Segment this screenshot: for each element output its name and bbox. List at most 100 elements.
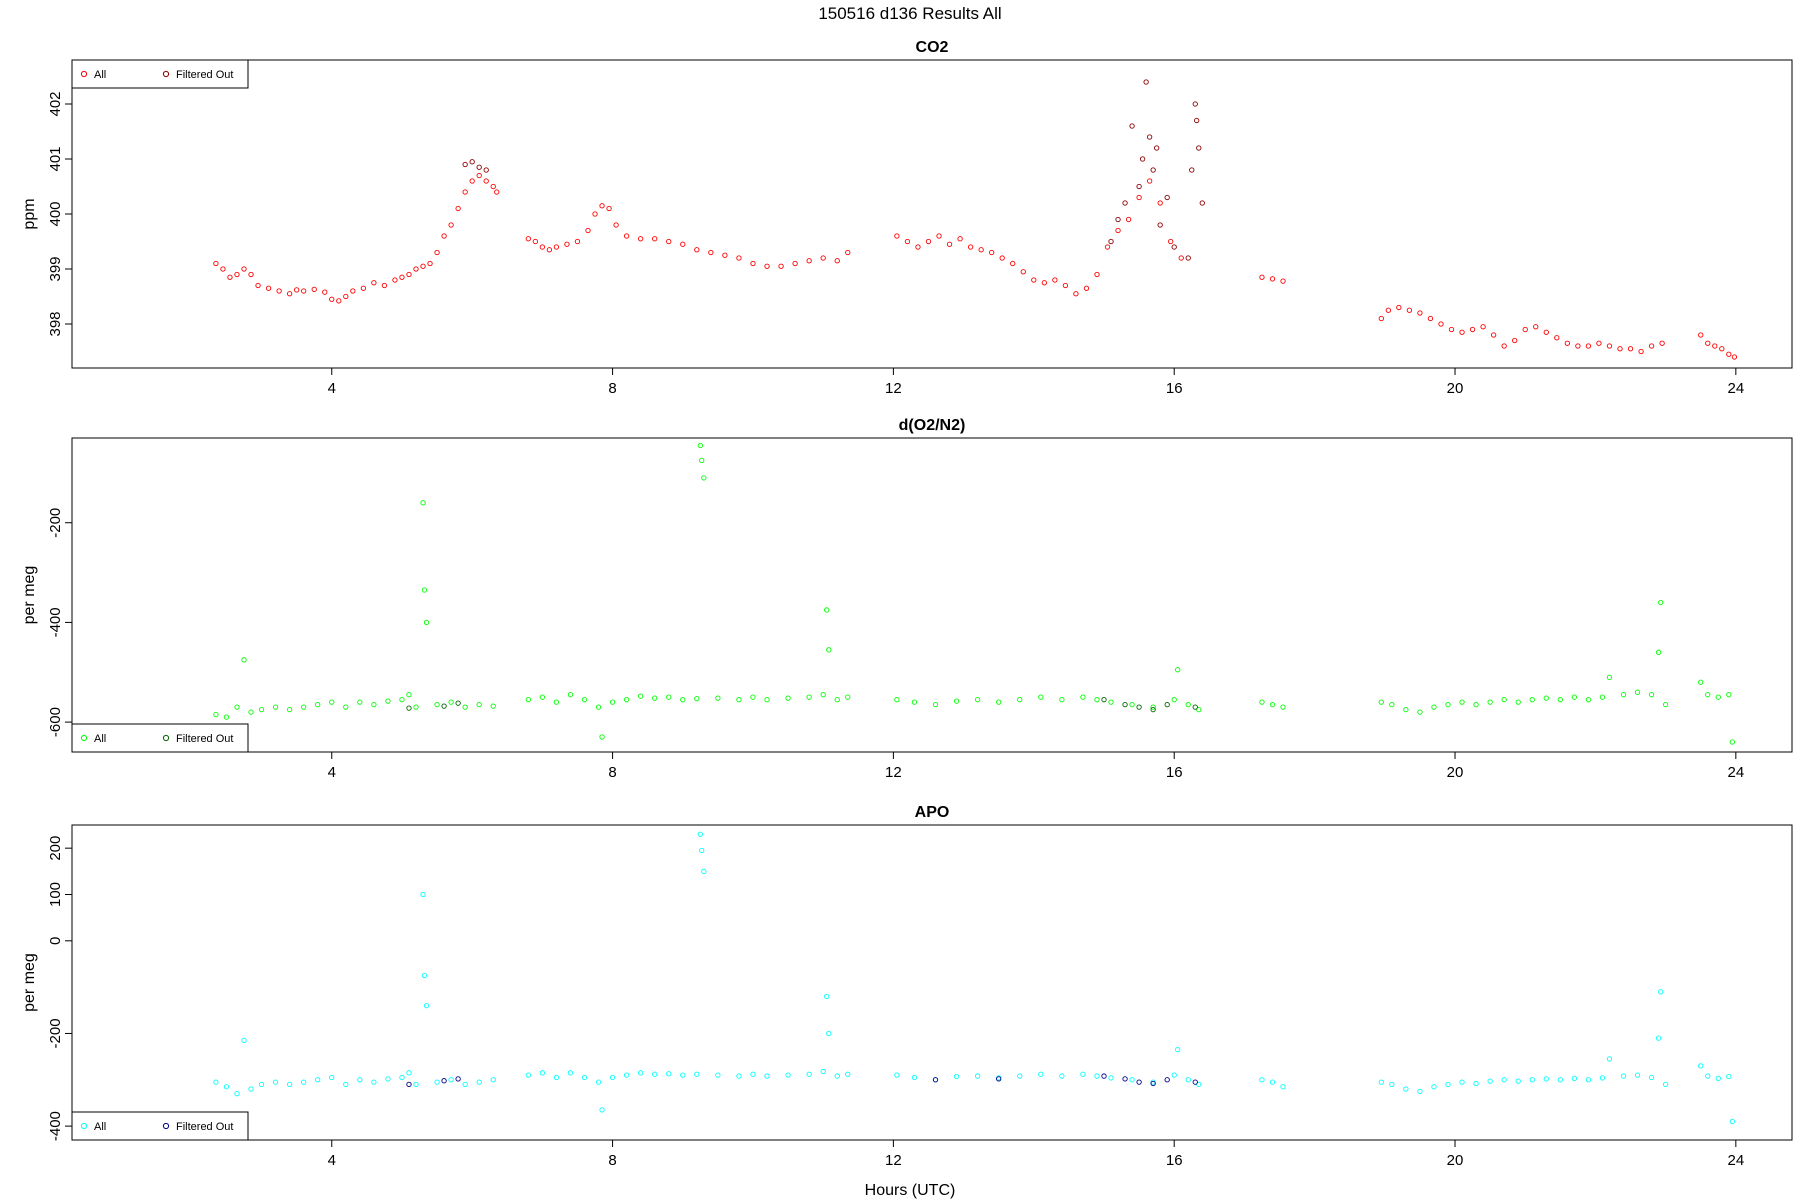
data-point	[996, 1076, 1002, 1082]
data-point	[1031, 277, 1037, 283]
legend-marker	[162, 734, 170, 742]
data-point	[301, 1079, 307, 1085]
data-point	[441, 703, 447, 709]
data-point	[265, 285, 272, 291]
data-point	[1543, 1076, 1549, 1082]
data-point	[1473, 1080, 1479, 1087]
data-point	[421, 972, 428, 979]
data-point	[1157, 200, 1163, 206]
data-point	[1543, 695, 1549, 701]
data-point	[1041, 280, 1047, 286]
data-point	[546, 247, 553, 253]
data-point	[1192, 101, 1198, 107]
data-point	[272, 704, 279, 710]
data-point	[1146, 178, 1153, 184]
data-point	[638, 1070, 644, 1076]
data-point	[953, 1073, 960, 1080]
data-point	[329, 699, 335, 705]
legend-marker	[80, 1122, 88, 1130]
x-tick-label: 16	[1166, 764, 1183, 781]
data-point	[392, 277, 398, 283]
data-point	[1501, 697, 1507, 703]
data-point	[911, 1074, 918, 1081]
data-point	[1715, 1075, 1721, 1082]
data-point	[1185, 255, 1191, 261]
data-point	[399, 697, 405, 703]
data-point	[1129, 702, 1135, 708]
data-point	[806, 694, 812, 700]
data-point	[623, 697, 630, 703]
data-point	[999, 255, 1005, 261]
data-point	[1617, 346, 1623, 352]
data-point	[936, 233, 942, 239]
data-point	[1280, 278, 1286, 284]
data-point	[574, 238, 581, 245]
data-point	[701, 868, 707, 874]
panel-0: CO2 ppm 4 8 12 16 20 24 398 399 400 401 402 All Filter…	[21, 39, 1793, 397]
data-point	[1726, 692, 1732, 698]
data-point	[301, 704, 307, 710]
data-point	[371, 1079, 377, 1085]
y-axis-label: per meg	[21, 566, 38, 625]
data-point	[904, 238, 911, 245]
data-point	[1080, 1071, 1086, 1077]
data-point	[1164, 702, 1170, 708]
data-point	[1389, 1081, 1395, 1088]
data-point	[1175, 667, 1181, 673]
data-point	[599, 734, 605, 740]
data-point	[638, 236, 644, 242]
data-point	[1712, 343, 1718, 349]
series-0	[213, 831, 1735, 1125]
data-point	[1705, 692, 1711, 698]
data-point	[1469, 326, 1476, 333]
data-point	[1564, 340, 1570, 346]
data-point	[423, 1003, 430, 1009]
data-point	[420, 891, 426, 898]
data-point	[1403, 1086, 1409, 1092]
series-0	[213, 172, 1738, 360]
data-point	[785, 695, 791, 701]
data-point	[915, 244, 921, 250]
data-point	[1606, 674, 1613, 680]
data-point	[1059, 697, 1065, 703]
data-point	[1125, 216, 1132, 223]
data-point	[806, 258, 812, 264]
data-point	[258, 1081, 265, 1088]
data-point	[1648, 343, 1655, 349]
data-point	[1154, 145, 1160, 151]
data-point	[806, 1071, 812, 1077]
chart-panels: CO2 ppm 4 8 12 16 20 24 398 399 400 401 402 All Filter…	[21, 39, 1793, 1169]
data-point	[441, 233, 447, 239]
data-point	[1459, 1079, 1465, 1085]
data-point	[680, 697, 686, 703]
data-point	[1199, 200, 1205, 206]
data-point	[1062, 282, 1069, 289]
data-point	[371, 702, 377, 708]
data-point	[820, 692, 826, 698]
data-point	[455, 205, 461, 212]
legend: All Filtered Out	[71, 59, 249, 89]
data-point	[322, 289, 328, 295]
data-point	[1259, 1077, 1265, 1083]
x-tick-label: 4	[328, 764, 336, 781]
data-point	[953, 698, 960, 704]
data-point	[1705, 340, 1711, 346]
data-point	[343, 293, 349, 300]
data-point	[824, 607, 830, 613]
data-point	[792, 260, 798, 267]
data-point	[448, 1077, 454, 1083]
data-point	[1157, 222, 1163, 228]
data-point	[1726, 351, 1732, 357]
data-point	[490, 183, 496, 190]
data-point	[845, 694, 851, 700]
plot-frame	[71, 59, 1793, 369]
data-point	[476, 172, 482, 179]
data-point	[483, 178, 489, 184]
data-point	[427, 260, 433, 267]
data-point	[441, 1078, 447, 1084]
legend: All Filtered Out	[71, 723, 249, 753]
data-point	[1575, 343, 1581, 349]
data-point	[1108, 699, 1114, 705]
y-axis-label: ppm	[21, 198, 38, 229]
x-tick-label: 4	[328, 380, 336, 397]
